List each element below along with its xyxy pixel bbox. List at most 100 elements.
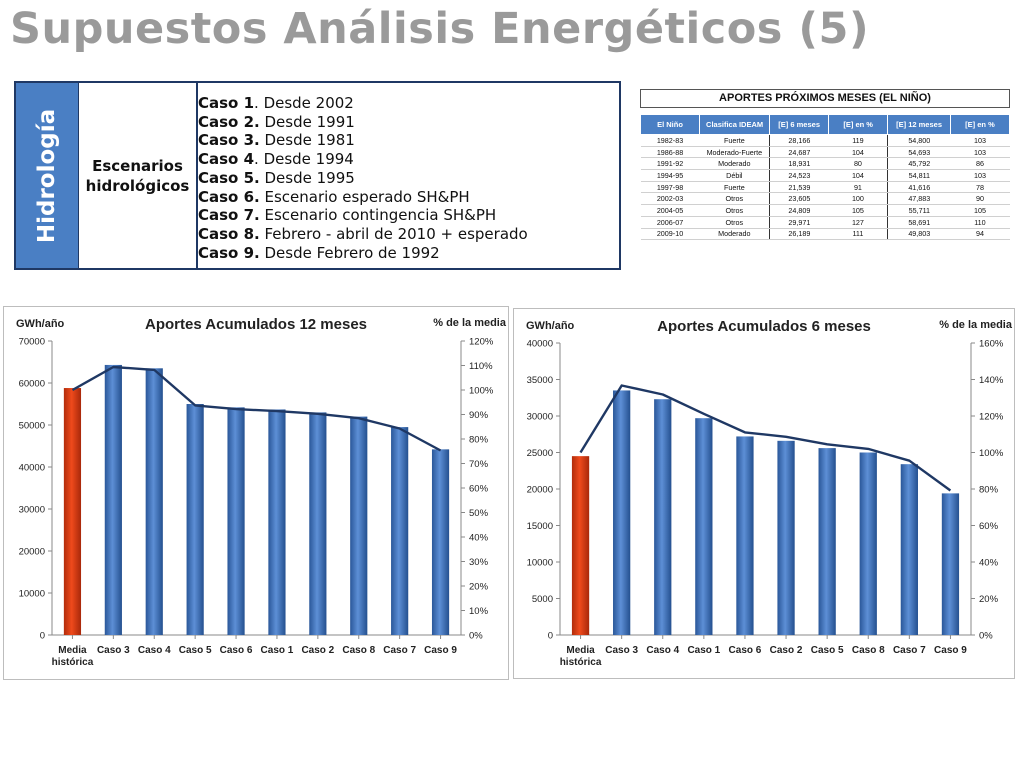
case-item-description: Desde 1981	[259, 131, 355, 150]
nino-table-cell: 1997-98	[640, 181, 700, 194]
bar	[571, 456, 590, 635]
nino-table-cell: 29,971	[769, 216, 829, 229]
nino-table-cell: 80	[828, 157, 889, 171]
case-item-label: Caso 4	[198, 150, 255, 169]
nino-table-row: 1986-88 Moderado-Fuerte 24,687 104 54,693 103	[640, 146, 1010, 159]
case-item: Caso 4. Desde 1994	[198, 150, 619, 169]
bar	[63, 388, 82, 635]
nino-table-cell: 94	[950, 228, 1010, 241]
nino-table-cell: 49,803	[887, 228, 951, 241]
y-tick-label: 20000	[527, 485, 553, 496]
case-item: Caso 7. Escenario contingencia SH&PH	[198, 206, 619, 225]
nino-table-cell: 86	[950, 157, 1010, 171]
y-tick-label: 35000	[527, 375, 553, 386]
y2-tick-label: 40%	[469, 533, 489, 544]
nino-table-cell: 90	[950, 192, 1010, 206]
case-item-label: Caso 7.	[198, 206, 260, 225]
nino-table-cell: 54,800	[887, 134, 951, 147]
x-tick-label: Caso 3	[605, 645, 638, 656]
nino-table-cell: 24,523	[769, 169, 829, 182]
nino-table-cell: 24,687	[769, 146, 829, 159]
y2-tick-label: 10%	[469, 606, 489, 617]
y2-tick-label: 80%	[469, 435, 489, 446]
x-tick-label: Caso 7	[383, 645, 416, 656]
nino-table-cell: Fuerte	[699, 181, 771, 194]
case-item-description: Escenario esperado SH&PH	[259, 187, 470, 206]
nino-table-row: 2004-05 Otros 24,809 105 55,711 105	[640, 204, 1010, 217]
y-axis-label: GWh/año	[526, 320, 575, 332]
nino-table-cell: 28,166	[769, 134, 829, 147]
nino-table-cell: 104	[828, 169, 889, 182]
page-title: Supuestos Análisis Energéticos (5)	[10, 4, 870, 54]
nino-table-cell: 45,792	[887, 157, 951, 171]
y2-tick-label: 110%	[469, 361, 493, 372]
nino-table-header-cell: [E] en %	[828, 114, 889, 135]
scenarios-label-line2: hidrológicos	[85, 176, 190, 195]
nino-table-row: 1997-98 Fuerte 21,539 91 41,616 78	[640, 181, 1010, 194]
nino-table-cell: Otros	[699, 216, 771, 229]
nino-table-cell: Moderado-Fuerte	[699, 146, 771, 159]
bar	[227, 407, 245, 635]
nino-table-body: 1982-83 Fuerte 28,166 119 54,800 103 1986-88 Mo…	[640, 134, 1010, 241]
case-item: Caso 6. Escenario esperado SH&PH	[198, 188, 619, 207]
x-tick-label: Caso 5	[811, 645, 844, 656]
x-tick-label: histórica	[52, 657, 94, 668]
y2-tick-label: 100%	[979, 448, 1004, 459]
nino-table-row: 2009-10 Moderado 26,189 111 49,803 94	[640, 228, 1010, 241]
bar	[431, 449, 450, 635]
nino-table-cell: 23,605	[769, 192, 829, 206]
nino-table-title: APORTES PRÓXIMOS MESES (EL NIÑO)	[640, 89, 1010, 108]
x-tick-label: Caso 6	[729, 645, 762, 656]
y2-tick-label: 0%	[469, 631, 483, 642]
case-item: Caso 5. Desde 1995	[198, 169, 619, 188]
y-tick-label: 30000	[19, 505, 45, 516]
case-item-description: Desde 1995	[259, 168, 355, 187]
nino-table-cell: 2009-10	[640, 228, 700, 241]
x-tick-label: Caso 9	[424, 645, 457, 656]
x-tick-label: Caso 4	[646, 645, 679, 656]
x-tick-label: Caso 1	[687, 645, 720, 656]
x-tick-label: Caso 6	[220, 645, 253, 656]
case-item-label: Caso 3.	[198, 131, 260, 150]
hydrology-box: Hidrología Escenarios hidrológicos Caso …	[14, 81, 621, 270]
y-tick-label: 50000	[19, 421, 45, 432]
case-list: Caso 1. Desde 2002 Caso 2. Desde 1991 Caso…	[198, 83, 619, 268]
y2-tick-label: 90%	[469, 410, 489, 421]
y2-tick-label: 70%	[469, 459, 489, 470]
bar	[104, 364, 122, 635]
nino-table-cell: 105	[950, 204, 1010, 217]
y2-tick-label: 120%	[469, 337, 494, 348]
x-tick-label: Caso 5	[179, 645, 212, 656]
nino-table-cell: Fuerte	[699, 134, 771, 147]
percent-line	[71, 365, 442, 452]
nino-table-cell: 2006-07	[640, 216, 700, 229]
y2-tick-label: 20%	[469, 582, 489, 593]
nino-table-row: 1991-92 Moderado 18,931 80 45,792 86	[640, 157, 1010, 171]
bar	[613, 390, 631, 635]
y-tick-label: 10000	[527, 558, 553, 569]
nino-table-cell: 103	[950, 134, 1010, 147]
chart-12-months: Aportes Acumulados 12 meses GWh/año % de l…	[16, 316, 507, 668]
case-item: Caso 2. Desde 1991	[198, 113, 619, 132]
x-tick-label: histórica	[560, 657, 602, 668]
nino-table-cell: 1982-83	[640, 134, 700, 147]
y-tick-label: 60000	[19, 379, 45, 390]
bar	[941, 493, 960, 635]
bar	[186, 404, 204, 635]
y2-tick-label: 100%	[469, 386, 494, 397]
bar	[309, 412, 327, 635]
nino-table-row: 1994-95 Débil 24,523 104 54,811 103	[640, 169, 1010, 182]
case-item-label: Caso 2.	[198, 112, 260, 131]
case-item-label: Caso 9.	[198, 243, 260, 262]
x-tick-label: Caso 2	[770, 645, 803, 656]
case-item-description: . Desde 1994	[254, 150, 354, 169]
y2-tick-label: 140%	[979, 375, 1004, 386]
case-item-description: Desde Febrero de 1992	[259, 243, 440, 262]
nino-table-cell: 103	[950, 146, 1010, 159]
y2-axis-label: % de la media	[433, 317, 507, 329]
y2-tick-label: 50%	[469, 508, 489, 519]
y2-tick-label: 60%	[469, 484, 489, 495]
chart-title: Aportes Acumulados 6 meses	[657, 318, 871, 335]
nino-table-header-cell: [E] 12 meses	[887, 114, 951, 135]
nino-table-cell: 1986-88	[640, 146, 700, 159]
